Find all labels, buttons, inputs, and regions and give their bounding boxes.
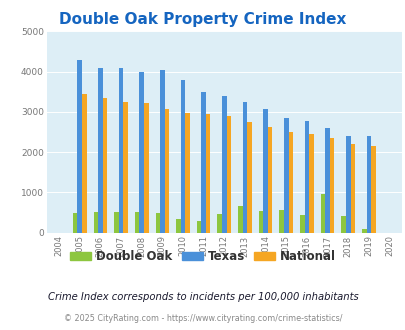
- Bar: [155, 213, 160, 233]
- Bar: [350, 144, 354, 233]
- Bar: [284, 117, 288, 233]
- Bar: [82, 94, 86, 233]
- Bar: [242, 102, 247, 233]
- Bar: [134, 212, 139, 233]
- Bar: [279, 210, 284, 233]
- Bar: [299, 214, 304, 233]
- Bar: [196, 221, 201, 233]
- Text: © 2025 CityRating.com - https://www.cityrating.com/crime-statistics/: © 2025 CityRating.com - https://www.city…: [64, 314, 341, 323]
- Bar: [345, 136, 350, 233]
- Bar: [238, 206, 242, 233]
- Bar: [164, 110, 169, 233]
- Bar: [288, 132, 292, 233]
- Bar: [217, 214, 222, 233]
- Bar: [324, 128, 329, 233]
- Bar: [329, 138, 334, 233]
- Bar: [114, 212, 119, 233]
- Bar: [180, 80, 185, 233]
- Legend: Double Oak, Texas, National: Double Oak, Texas, National: [65, 245, 340, 268]
- Bar: [123, 102, 128, 233]
- Bar: [144, 103, 148, 233]
- Bar: [247, 122, 251, 233]
- Bar: [73, 213, 77, 233]
- Bar: [176, 218, 180, 233]
- Bar: [139, 72, 144, 233]
- Bar: [222, 96, 226, 233]
- Text: Double Oak Property Crime Index: Double Oak Property Crime Index: [59, 12, 346, 26]
- Bar: [341, 216, 345, 233]
- Bar: [93, 212, 98, 233]
- Bar: [267, 127, 272, 233]
- Bar: [205, 114, 210, 233]
- Bar: [258, 211, 263, 233]
- Bar: [370, 146, 375, 233]
- Bar: [160, 70, 164, 233]
- Bar: [102, 98, 107, 233]
- Bar: [226, 116, 230, 233]
- Bar: [309, 134, 313, 233]
- Bar: [366, 136, 370, 233]
- Bar: [201, 92, 205, 233]
- Bar: [361, 229, 366, 233]
- Bar: [304, 121, 309, 233]
- Bar: [185, 114, 190, 233]
- Bar: [98, 68, 102, 233]
- Bar: [320, 194, 324, 233]
- Bar: [77, 59, 82, 233]
- Text: Crime Index corresponds to incidents per 100,000 inhabitants: Crime Index corresponds to incidents per…: [47, 292, 358, 302]
- Bar: [119, 68, 123, 233]
- Bar: [263, 110, 267, 233]
